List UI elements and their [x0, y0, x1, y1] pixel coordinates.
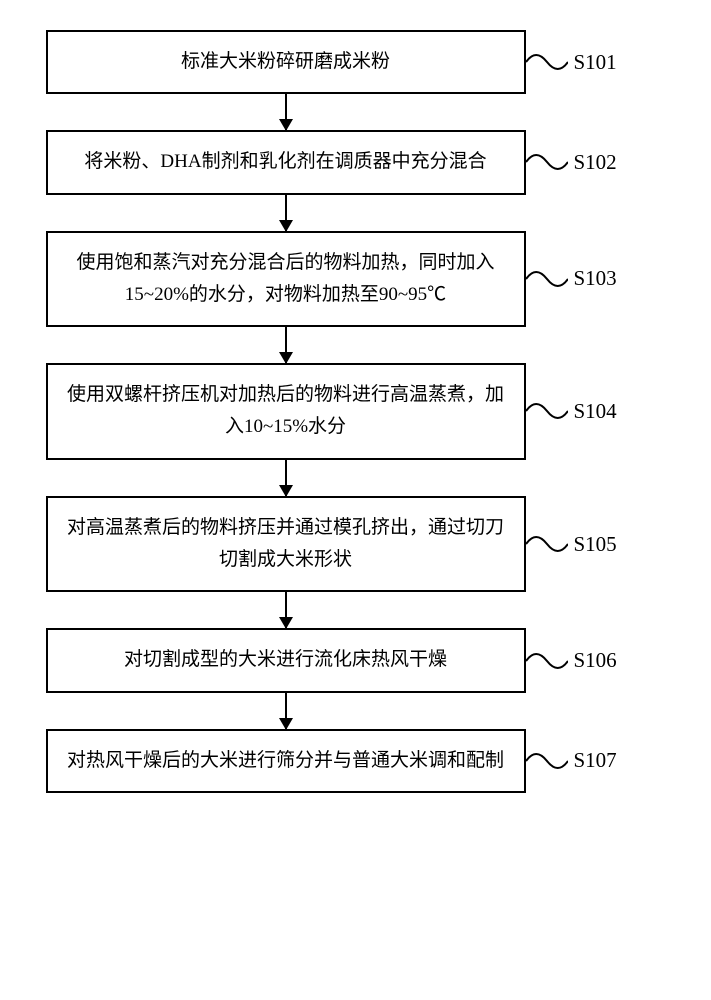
step-label: S103 [574, 266, 617, 291]
curve-connector-icon [526, 397, 568, 425]
step-label: S106 [574, 648, 617, 673]
step-box-s107: 对热风干燥后的大米进行筛分并与普通大米调和配制 [46, 729, 526, 793]
arrow-down-icon [285, 460, 287, 496]
step-box-s101: 标准大米粉碎研磨成米粉 [46, 30, 526, 94]
step-label-col: S106 [526, 647, 666, 675]
step-row: 使用饱和蒸汽对充分混合后的物料加热，同时加入15~20%的水分，对物料加热至90… [46, 231, 666, 328]
step-row: 标准大米粉碎研磨成米粉 S101 [46, 30, 666, 94]
step-box-s102: 将米粉、DHA制剂和乳化剂在调质器中充分混合 [46, 130, 526, 194]
step-box-s105: 对高温蒸煮后的物料挤压并通过模孔挤出，通过切刀切割成大米形状 [46, 496, 526, 593]
arrow-down-icon [285, 592, 287, 628]
step-label: S102 [574, 150, 617, 175]
step-label-col: S102 [526, 148, 666, 176]
arrow-down-icon [285, 693, 287, 729]
connector-row [46, 195, 666, 231]
step-label: S101 [574, 50, 617, 75]
curve-connector-icon [526, 747, 568, 775]
curve-connector-icon [526, 647, 568, 675]
connector-row [46, 460, 666, 496]
arrow-down-icon [285, 195, 287, 231]
step-row: 将米粉、DHA制剂和乳化剂在调质器中充分混合 S102 [46, 130, 666, 194]
step-row: 对高温蒸煮后的物料挤压并通过模孔挤出，通过切刀切割成大米形状 S105 [46, 496, 666, 593]
connector-row [46, 94, 666, 130]
connector-row [46, 693, 666, 729]
step-label: S104 [574, 399, 617, 424]
curve-connector-icon [526, 148, 568, 176]
step-box-s103: 使用饱和蒸汽对充分混合后的物料加热，同时加入15~20%的水分，对物料加热至90… [46, 231, 526, 328]
step-row: 对热风干燥后的大米进行筛分并与普通大米调和配制 S107 [46, 729, 666, 793]
step-box-s106: 对切割成型的大米进行流化床热风干燥 [46, 628, 526, 692]
step-row: 对切割成型的大米进行流化床热风干燥 S106 [46, 628, 666, 692]
step-label-col: S103 [526, 265, 666, 293]
curve-connector-icon [526, 530, 568, 558]
flowchart-container: 标准大米粉碎研磨成米粉 S101 将米粉、DHA制剂和乳化剂在调质器中充分混合 … [46, 30, 666, 793]
arrow-down-icon [285, 94, 287, 130]
step-label: S107 [574, 748, 617, 773]
arrow-down-icon [285, 327, 287, 363]
step-label: S105 [574, 532, 617, 557]
step-label-col: S101 [526, 48, 666, 76]
connector-row [46, 592, 666, 628]
step-box-s104: 使用双螺杆挤压机对加热后的物料进行高温蒸煮，加入10~15%水分 [46, 363, 526, 460]
curve-connector-icon [526, 48, 568, 76]
connector-row [46, 327, 666, 363]
step-label-col: S105 [526, 530, 666, 558]
step-label-col: S107 [526, 747, 666, 775]
curve-connector-icon [526, 265, 568, 293]
step-label-col: S104 [526, 397, 666, 425]
step-row: 使用双螺杆挤压机对加热后的物料进行高温蒸煮，加入10~15%水分 S104 [46, 363, 666, 460]
